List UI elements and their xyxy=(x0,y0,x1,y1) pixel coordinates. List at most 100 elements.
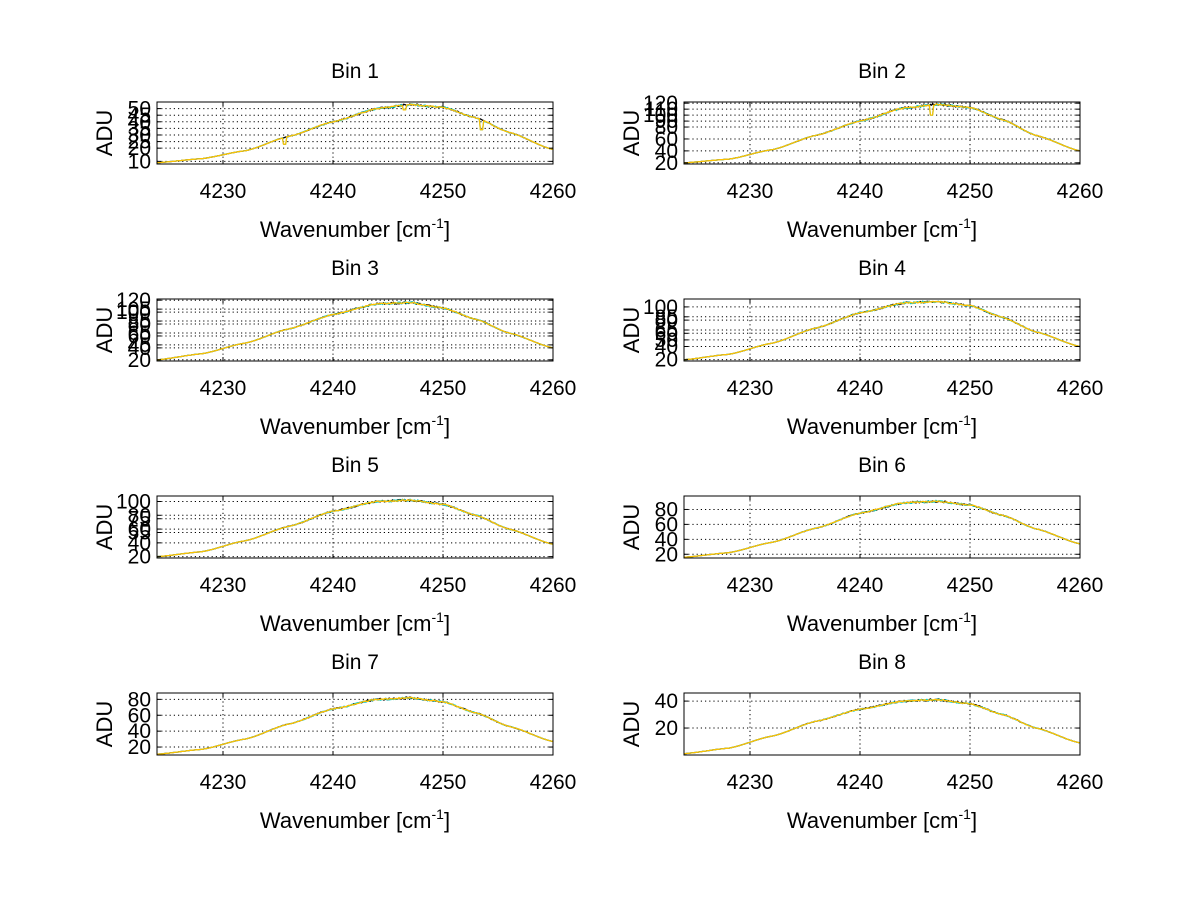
y-tick-label: 20 xyxy=(128,546,151,569)
y-tick-label: 20 xyxy=(655,152,678,175)
spectrum-series-3 xyxy=(683,300,1081,361)
x-tick-label: 4250 xyxy=(947,377,994,400)
x-axis-label: Wavenumber [cm-1] xyxy=(787,806,977,833)
y-tick-label: 105 xyxy=(116,298,151,321)
x-tick-label: 4230 xyxy=(200,377,247,400)
axes-box xyxy=(156,298,554,362)
spectrum-series-3 xyxy=(684,103,1081,164)
x-tick-label: 4240 xyxy=(837,771,884,794)
y-tick-label: 40 xyxy=(655,140,678,163)
x-tick-label: 4230 xyxy=(200,180,247,203)
y-tick-label: 50 xyxy=(655,329,678,352)
y-tick-label: 40 xyxy=(128,111,151,134)
subplot-bin-4: Bin 4 4230 4240 4250 4260 20405060658085100AD… xyxy=(619,257,1103,439)
y-tick-label: 40 xyxy=(128,532,151,555)
x-axis-label-exponent: -1 xyxy=(959,806,972,822)
x-axis-label-main: Wavenumber [cm xyxy=(787,414,959,439)
x-tick-label: 4230 xyxy=(727,180,774,203)
subplot-title: Bin 1 xyxy=(331,60,379,83)
y-tick-label: 80 xyxy=(655,309,678,332)
x-axis-label-main: Wavenumber [cm xyxy=(260,808,432,833)
y-tick-label: 110 xyxy=(645,98,678,121)
x-axis-label-main: Wavenumber [cm xyxy=(260,414,432,439)
x-tick-label: 4250 xyxy=(420,180,467,203)
x-tick-label: 4240 xyxy=(310,574,357,597)
x-axis-label-close: ] xyxy=(971,414,977,439)
y-tick-label: 45 xyxy=(128,334,151,357)
axes-box xyxy=(156,692,554,756)
x-axis-label-exponent: -1 xyxy=(432,806,445,822)
x-tick-label: 4260 xyxy=(1057,771,1104,794)
subplot-bin-3: Bin 3 4230 4240 4250 4260 2040456065808510010… xyxy=(92,257,576,439)
y-tick-label: 80 xyxy=(655,116,678,139)
x-axis-label: Wavenumber [cm-1] xyxy=(787,609,977,636)
x-axis-label: Wavenumber [cm-1] xyxy=(260,215,450,242)
x-tick-label: 4240 xyxy=(837,180,884,203)
x-tick-label: 4240 xyxy=(310,377,357,400)
y-tick-label: 20 xyxy=(128,137,151,160)
subplot-title: Bin 5 xyxy=(331,454,379,477)
x-tick-label: 4260 xyxy=(530,180,577,203)
x-tick-label: 4240 xyxy=(837,574,884,597)
y-tick-label: 40 xyxy=(128,337,151,360)
y-tick-label: 75 xyxy=(128,508,151,531)
spectrum-series-3 xyxy=(156,103,554,164)
grid-lines xyxy=(684,693,1080,755)
y-tick-label: 20 xyxy=(128,349,151,372)
subplot-bin-2: Bin 2 4230 4240 4250 4260 2040608090100110120… xyxy=(619,60,1103,242)
y-axis-label: ADU xyxy=(619,504,644,550)
y-tick-label: 60 xyxy=(128,325,151,348)
x-axis-label-main: Wavenumber [cm xyxy=(787,217,959,242)
y-tick-label: 10 xyxy=(128,150,151,173)
spectrum-series-3 xyxy=(683,698,1081,755)
y-tick-label: 45 xyxy=(128,104,151,127)
axes-box xyxy=(156,495,554,559)
x-tick-label: 4250 xyxy=(947,771,994,794)
x-tick-label: 4260 xyxy=(1057,180,1104,203)
subplot-title: Bin 6 xyxy=(858,454,906,477)
y-tick-label: 40 xyxy=(655,528,678,551)
x-tick-label: 4230 xyxy=(727,377,774,400)
x-axis-label-exponent: -1 xyxy=(959,412,972,428)
y-tick-label: 20 xyxy=(655,349,678,372)
subplot-title: Bin 2 xyxy=(858,60,906,83)
x-tick-label: 4230 xyxy=(727,574,774,597)
y-axis-label: ADU xyxy=(92,701,117,747)
y-tick-label: 35 xyxy=(128,117,151,140)
y-axis-label: ADU xyxy=(619,701,644,747)
y-axis-label: ADU xyxy=(92,307,117,353)
y-axis-label: ADU xyxy=(619,110,644,156)
y-tick-label: 20 xyxy=(655,543,678,566)
y-tick-label: 40 xyxy=(655,690,678,713)
x-tick-label: 4250 xyxy=(420,771,467,794)
x-axis-label-exponent: -1 xyxy=(432,609,445,625)
y-axis-label: ADU xyxy=(619,307,644,353)
spectrum-series-3 xyxy=(156,301,554,361)
y-tick-label: 60 xyxy=(655,322,678,345)
y-tick-label: 60 xyxy=(655,128,678,151)
x-tick-label: 4240 xyxy=(310,180,357,203)
x-tick-label: 4250 xyxy=(947,574,994,597)
x-tick-label: 4230 xyxy=(200,574,247,597)
x-axis-label-main: Wavenumber [cm xyxy=(787,611,959,636)
y-tick-label: 90 xyxy=(655,110,678,133)
x-axis-label-exponent: -1 xyxy=(432,215,445,231)
x-axis-label-main: Wavenumber [cm xyxy=(260,217,432,242)
subplot-title: Bin 8 xyxy=(858,651,906,674)
x-axis-label: Wavenumber [cm-1] xyxy=(260,609,450,636)
x-axis-label-close: ] xyxy=(971,611,977,636)
axes-box xyxy=(683,101,1081,165)
y-axis-label: ADU xyxy=(92,110,117,156)
y-tick-label: 40 xyxy=(655,335,678,358)
y-tick-label: 40 xyxy=(128,720,151,743)
subplot-title: Bin 7 xyxy=(331,651,379,674)
y-tick-label: 85 xyxy=(128,310,151,333)
x-tick-label: 4230 xyxy=(727,771,774,794)
x-tick-label: 4250 xyxy=(420,377,467,400)
axes-box xyxy=(683,692,1081,756)
x-axis-label: Wavenumber [cm-1] xyxy=(260,806,450,833)
